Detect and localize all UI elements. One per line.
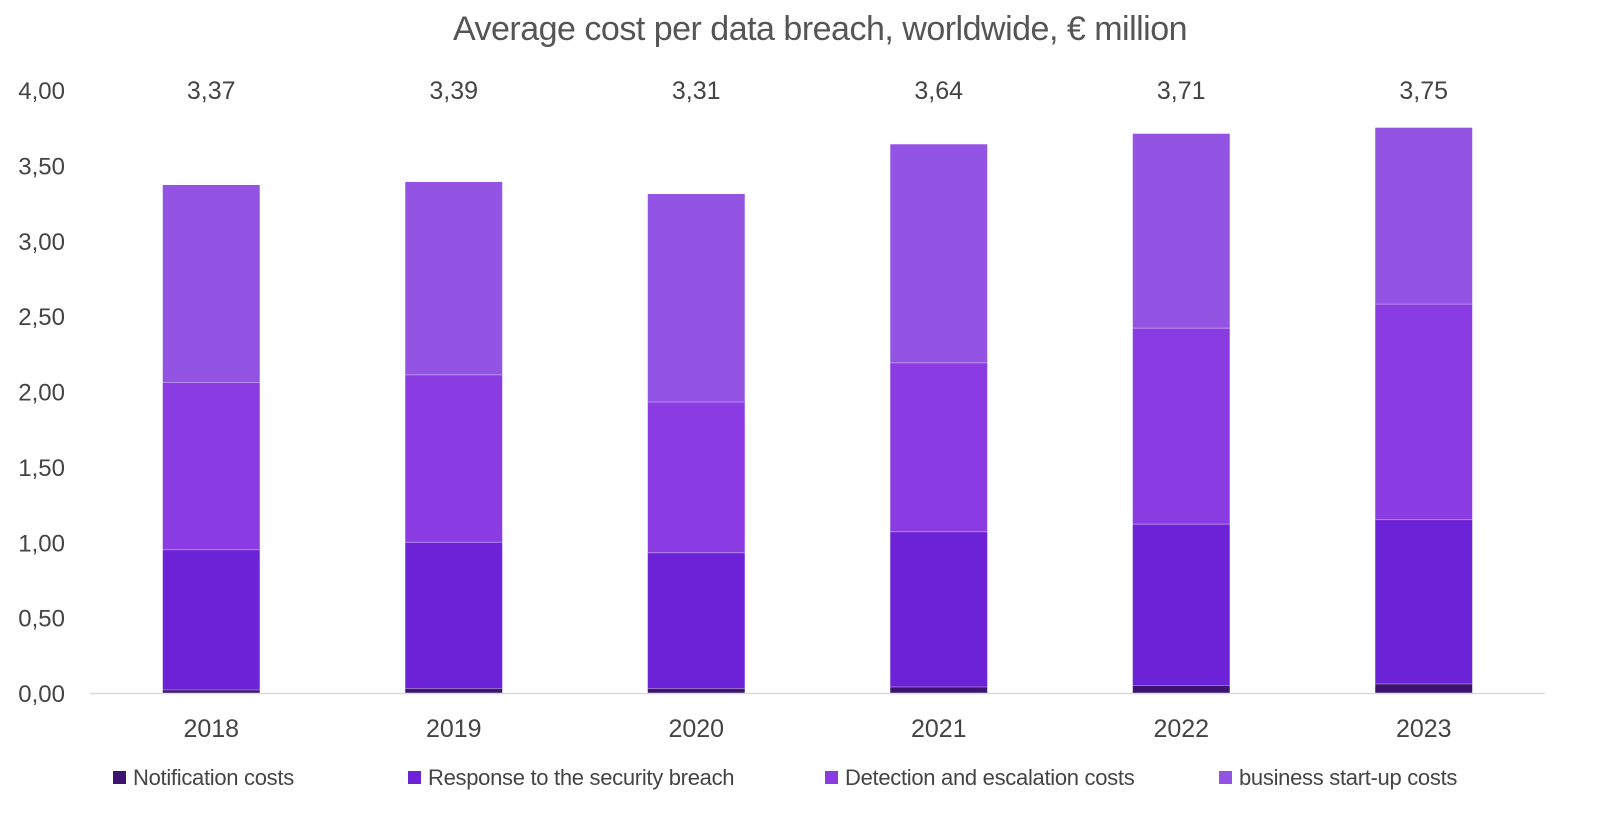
total-label-2018: 3,37	[187, 77, 236, 105]
bar-segment-2022-series-0	[1132, 685, 1230, 693]
bar-segment-2021-series-1	[890, 531, 988, 687]
x-tick-label-2019: 2019	[426, 715, 482, 743]
legend-swatch	[1219, 771, 1232, 784]
total-label-2023: 3,75	[1399, 77, 1448, 105]
legend-item-1: Response to the security breach	[408, 765, 735, 790]
bar-segment-2021-series-3	[890, 144, 988, 363]
bar-segment-2020-series-1	[647, 552, 745, 689]
bar-segment-2023-series-1	[1375, 519, 1473, 684]
bar-stack-2023	[1375, 127, 1473, 693]
bar-stack-2022	[1132, 133, 1230, 693]
x-tick-label-2020: 2020	[668, 715, 724, 743]
bar-segment-2023-series-2	[1375, 304, 1473, 520]
bar-segment-2022-series-1	[1132, 524, 1230, 686]
bar-segment-2022-series-3	[1132, 133, 1230, 329]
bar-segment-2018-series-2	[162, 382, 260, 550]
bar-segment-2019-series-0	[405, 688, 503, 693]
y-axis: 0,00 0,50 1,00 1,50 2,00 2,50 3,00 3,50 4,00	[18, 78, 65, 708]
total-label-2021: 3,64	[914, 77, 963, 105]
legend-item-2: Detection and escalation costs	[825, 765, 1135, 790]
legend-label: Detection and escalation costs	[845, 765, 1135, 790]
bar-segment-2018-series-1	[162, 549, 260, 690]
total-label-2022: 3,71	[1157, 77, 1206, 105]
total-label-2020: 3,31	[672, 77, 721, 105]
y-tick-label: 0,00	[18, 681, 65, 708]
bar-segment-2019-series-3	[405, 181, 503, 375]
legend-label: business start-up costs	[1239, 765, 1457, 790]
total-labels: 3,37 3,39 3,31 3,64 3,71 3,75	[187, 77, 1448, 105]
legend-label: Notification costs	[133, 765, 294, 790]
bar-segment-2022-series-2	[1132, 328, 1230, 525]
x-tick-label-2022: 2022	[1153, 715, 1209, 743]
legend-swatch	[825, 771, 838, 784]
bars	[162, 127, 1473, 693]
bar-stack-2020	[647, 194, 745, 693]
legend: Notification costs Response to the securi…	[113, 765, 1458, 790]
y-tick-label: 1,00	[18, 530, 65, 557]
bar-segment-2020-series-3	[647, 194, 745, 403]
legend-item-0: Notification costs	[113, 765, 294, 790]
legend-swatch	[113, 771, 126, 784]
x-tick-label-2023: 2023	[1396, 715, 1452, 743]
y-tick-label: 2,50	[18, 304, 65, 331]
bar-segment-2020-series-0	[647, 688, 745, 693]
legend-swatch	[408, 771, 421, 784]
bar-segment-2021-series-0	[890, 686, 988, 693]
total-label-2019: 3,39	[429, 77, 478, 105]
bar-segment-2018-series-0	[162, 689, 260, 693]
bar-segment-2021-series-2	[890, 362, 988, 532]
legend-label: Response to the security breach	[428, 765, 734, 790]
x-tick-label-2021: 2021	[911, 715, 967, 743]
legend-item-3: business start-up costs	[1219, 765, 1458, 790]
chart-title: Average cost per data breach, worldwide,…	[453, 10, 1187, 48]
x-tick-label-2018: 2018	[183, 715, 239, 743]
y-tick-label: 0,50	[18, 606, 65, 633]
y-tick-label: 3,50	[18, 153, 65, 180]
bar-segment-2020-series-2	[647, 402, 745, 553]
y-tick-label: 3,00	[18, 229, 65, 256]
y-tick-label: 4,00	[18, 78, 65, 105]
bar-segment-2023-series-3	[1375, 127, 1473, 305]
y-tick-label: 1,50	[18, 455, 65, 482]
bar-segment-2018-series-3	[162, 184, 260, 383]
bar-segment-2019-series-1	[405, 542, 503, 689]
bar-stack-2019	[405, 181, 503, 693]
bar-segment-2019-series-2	[405, 374, 503, 543]
bar-stack-2018	[162, 184, 260, 693]
x-axis: 2018 2019 2020 2021 2022 2023	[90, 692, 1545, 743]
y-tick-label: 2,00	[18, 380, 65, 407]
bar-stack-2021	[890, 144, 988, 693]
bar-segment-2023-series-0	[1375, 683, 1473, 693]
